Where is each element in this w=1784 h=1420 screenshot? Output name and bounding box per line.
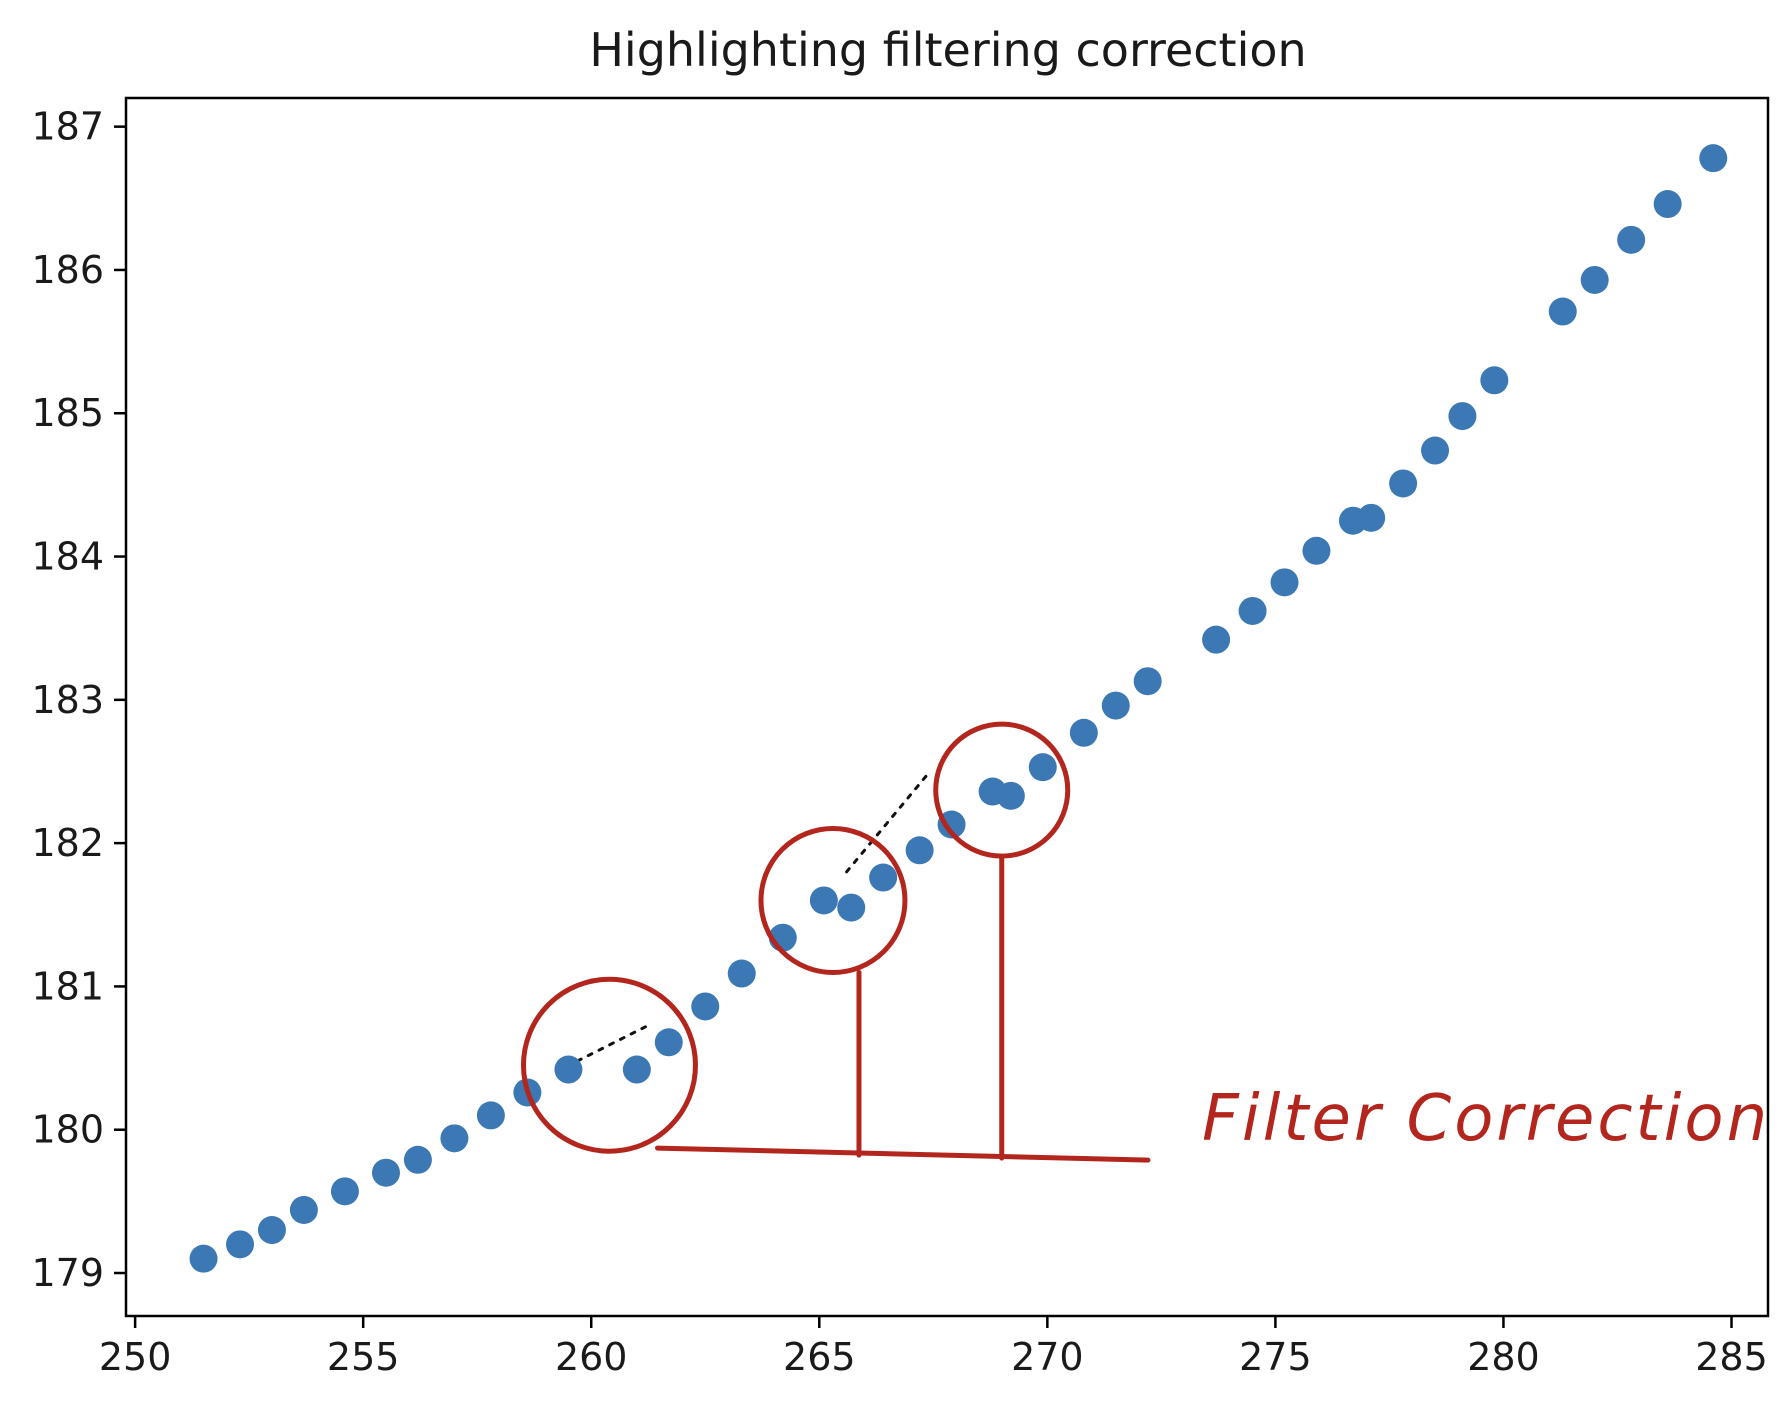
annotation-overlay: Filter Correction [520, 721, 1770, 1163]
data-point [1270, 568, 1299, 597]
data-point [403, 1145, 432, 1174]
data-point [1421, 436, 1450, 465]
y-tick-label: 183 [31, 678, 104, 722]
y-tick-label: 184 [31, 535, 104, 579]
data-point [1238, 596, 1267, 625]
data-point [330, 1177, 359, 1206]
y-tick-label: 186 [31, 248, 104, 292]
data-point [1101, 691, 1130, 720]
ticks: 250 255 260 265 270 275 280 285 179 180 181 182 183 1… [31, 105, 1767, 1379]
x-tick-label: 250 [99, 1335, 172, 1379]
data-point [905, 836, 934, 865]
dotted-trend-line [845, 771, 931, 874]
x-tick-label: 255 [327, 1335, 400, 1379]
data-point [476, 1101, 505, 1130]
plot-frame [124, 96, 1770, 1318]
highlight-circle [758, 825, 908, 975]
data-point [869, 863, 898, 892]
axes [124, 96, 1770, 1318]
data-point [691, 992, 720, 1021]
data-point [1653, 190, 1682, 219]
dotted-trend-line [576, 1025, 648, 1063]
data-point [1580, 265, 1609, 294]
y-tick-label: 185 [31, 391, 104, 435]
x-tick-label: 285 [1695, 1335, 1768, 1379]
data-point [289, 1195, 318, 1224]
data-point [1133, 667, 1162, 696]
annotation-label: Filter Correction [1202, 1082, 1770, 1156]
data-point [727, 959, 756, 988]
data-point [189, 1244, 218, 1273]
y-tick-label: 187 [31, 105, 104, 149]
data-point [440, 1124, 469, 1153]
data-point [1202, 625, 1231, 654]
data-point [1069, 718, 1098, 747]
data-point [371, 1158, 400, 1187]
data-point [654, 1028, 683, 1057]
x-tick-label: 265 [783, 1335, 856, 1379]
data-point [226, 1230, 255, 1259]
data-points [189, 144, 1728, 1273]
data-point [257, 1216, 286, 1245]
y-tick-label: 182 [31, 821, 104, 865]
data-point [996, 781, 1025, 810]
data-point [1028, 753, 1057, 782]
data-point [1357, 503, 1386, 532]
data-point [1389, 469, 1418, 498]
annotation-baseline [654, 1145, 1151, 1163]
data-point [1617, 225, 1646, 254]
x-tick-label: 275 [1239, 1335, 1312, 1379]
data-point [837, 893, 866, 922]
data-point [554, 1055, 583, 1084]
x-tick-label: 270 [1011, 1335, 1084, 1379]
data-point [809, 886, 838, 915]
annotation-underlay [576, 771, 931, 1063]
y-tick-label: 180 [31, 1108, 104, 1152]
data-point [1480, 366, 1509, 395]
y-tick-label: 179 [31, 1251, 104, 1295]
y-tick-label: 181 [31, 964, 104, 1008]
data-point [1448, 402, 1477, 431]
data-point [1548, 297, 1577, 326]
x-tick-label: 260 [555, 1335, 628, 1379]
x-tick-label: 280 [1467, 1335, 1540, 1379]
data-point [1302, 536, 1331, 565]
data-point [622, 1055, 651, 1084]
highlight-circle [520, 976, 698, 1154]
data-point [1699, 144, 1728, 173]
data-point [937, 810, 966, 839]
chart-title: Highlighting filtering correction [589, 23, 1306, 77]
